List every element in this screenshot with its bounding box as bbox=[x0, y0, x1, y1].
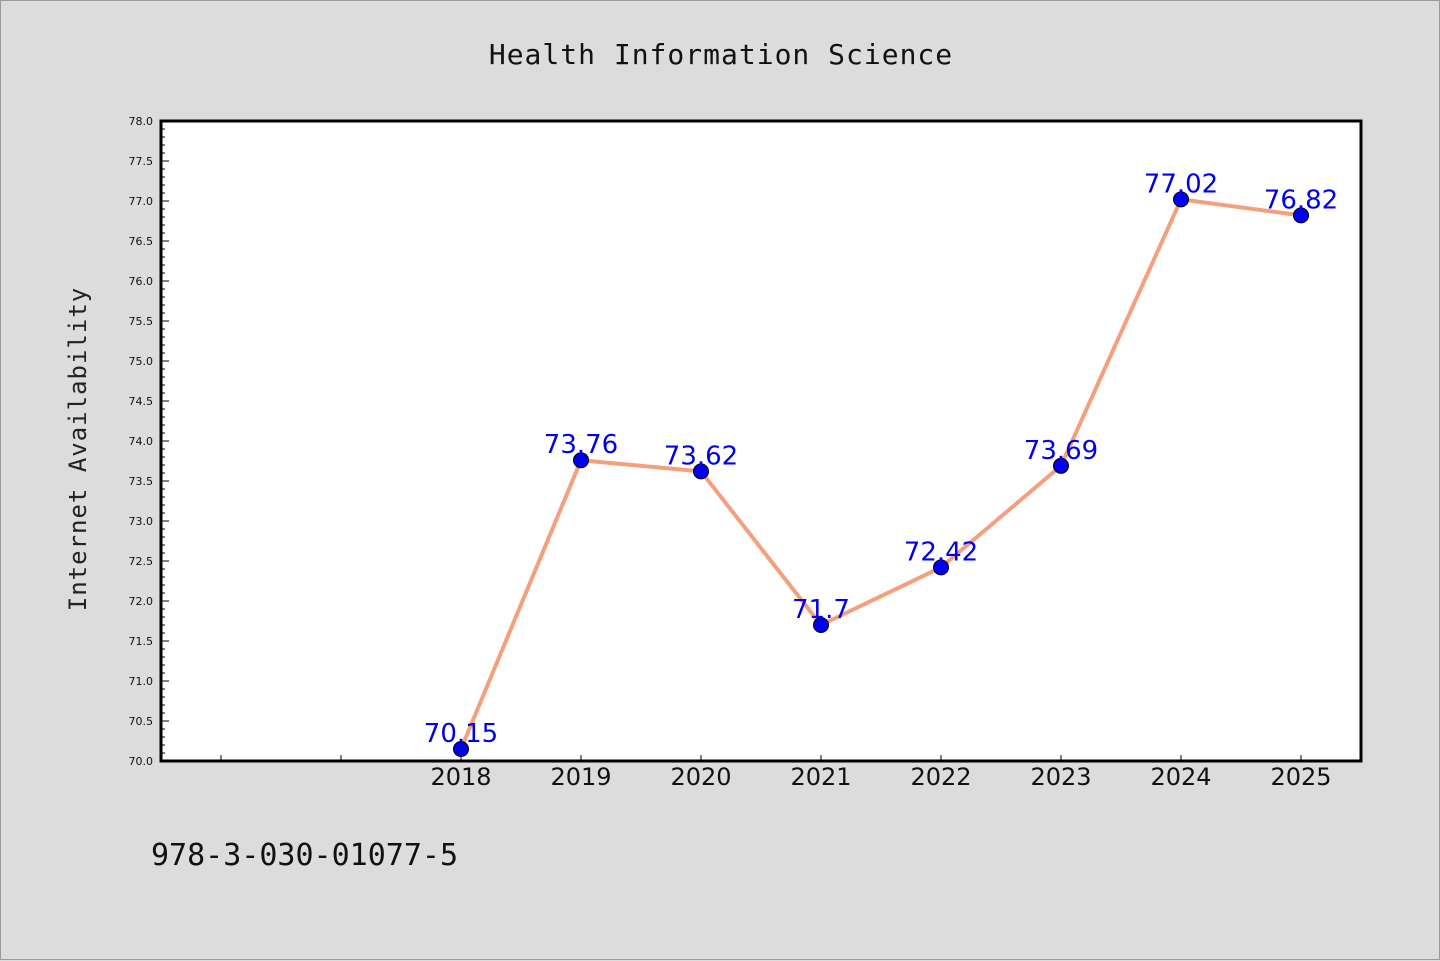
footer-isbn: 978-3-030-01077-5 bbox=[151, 838, 458, 873]
chart-title: Health Information Science bbox=[489, 38, 953, 71]
y-tick-label: 77.5 bbox=[129, 155, 154, 168]
x-tick-label: 2018 bbox=[430, 763, 491, 791]
data-labels-group: 70.15 73.76 73.62 71.7 72.42 73.69 77.02 76.82 bbox=[424, 169, 1338, 749]
y-tick-label: 73.5 bbox=[129, 475, 154, 488]
y-tick-label: 77.0 bbox=[129, 195, 154, 208]
series-line bbox=[459, 197, 1302, 750]
series-line-group bbox=[459, 197, 1302, 750]
data-label: 73.76 bbox=[544, 430, 618, 460]
data-point bbox=[933, 559, 949, 576]
y-tick-label: 76.0 bbox=[129, 275, 154, 288]
y-tick-label: 78.0 bbox=[129, 115, 154, 128]
data-point bbox=[1293, 207, 1309, 224]
data-point bbox=[573, 452, 589, 469]
data-label: 73.69 bbox=[1024, 436, 1098, 466]
y-axis: 70.0 70.5 71.0 71.5 72.0 72.5 73.0 73.5 74.0 74.5… bbox=[129, 115, 169, 768]
y-tick-label: 72.5 bbox=[129, 555, 154, 568]
x-tick-label: 2019 bbox=[550, 763, 611, 791]
y-tick-label: 71.5 bbox=[129, 635, 154, 648]
data-point bbox=[813, 617, 829, 633]
plot-area bbox=[159, 119, 1363, 763]
data-label: 77.02 bbox=[1144, 169, 1218, 199]
y-tick-label: 75.0 bbox=[129, 355, 154, 368]
y-tick-label: 73.0 bbox=[129, 515, 154, 528]
y-tick-label: 76.5 bbox=[129, 235, 154, 248]
data-point bbox=[1173, 191, 1189, 208]
x-tick-label: 2021 bbox=[790, 763, 851, 791]
y-tick-label: 70.0 bbox=[129, 755, 154, 768]
data-label: 76.82 bbox=[1264, 185, 1338, 215]
y-tick-label: 71.0 bbox=[129, 675, 154, 688]
y-tick-label: 74.0 bbox=[129, 435, 154, 448]
x-tick-label: 2022 bbox=[910, 763, 971, 791]
x-tick-label: 2023 bbox=[1030, 763, 1091, 791]
data-label: 73.62 bbox=[664, 441, 738, 471]
x-tick-label: 2024 bbox=[1150, 763, 1211, 791]
x-tick-label: 2020 bbox=[670, 763, 731, 791]
y-tick-label: 75.5 bbox=[129, 315, 154, 328]
x-tick-label: 2025 bbox=[1270, 763, 1331, 791]
y-tick-label: 72.0 bbox=[129, 595, 154, 608]
data-point bbox=[693, 463, 709, 480]
data-label: 71.7 bbox=[792, 595, 850, 625]
y-axis-label: Internet Availability bbox=[64, 287, 92, 611]
y-tick-label: 74.5 bbox=[129, 395, 154, 408]
y-tick-label: 70.5 bbox=[129, 715, 154, 728]
data-point bbox=[453, 741, 469, 757]
data-label: 70.15 bbox=[424, 719, 498, 749]
data-point bbox=[1053, 457, 1069, 474]
x-axis: 2018 2019 2020 2021 2022 2023 2024 2025 bbox=[220, 755, 1332, 791]
markers-group bbox=[453, 191, 1309, 757]
data-label: 72.42 bbox=[904, 537, 978, 567]
